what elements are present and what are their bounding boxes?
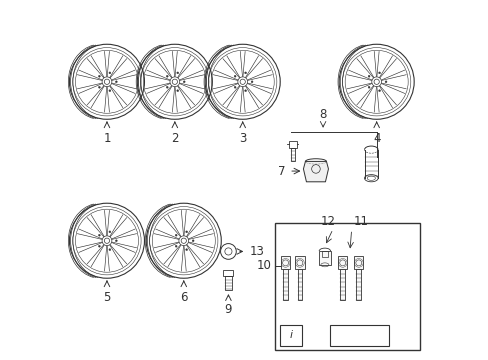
Text: 9: 9: [224, 302, 232, 315]
Bar: [280, 325, 301, 346]
Circle shape: [177, 72, 178, 74]
Text: 1: 1: [103, 132, 110, 145]
Circle shape: [115, 240, 117, 242]
Circle shape: [177, 90, 178, 91]
Bar: [290, 148, 294, 161]
Bar: [274, 223, 419, 350]
Circle shape: [367, 75, 369, 77]
Circle shape: [109, 249, 111, 251]
Circle shape: [234, 86, 236, 88]
Circle shape: [385, 81, 386, 83]
Text: 2: 2: [171, 132, 178, 145]
Circle shape: [175, 234, 177, 236]
Circle shape: [98, 245, 100, 247]
Bar: [225, 276, 231, 290]
Circle shape: [244, 72, 246, 74]
Circle shape: [115, 81, 117, 83]
Circle shape: [166, 75, 168, 77]
Bar: [297, 269, 302, 300]
Text: 5: 5: [103, 291, 110, 304]
Circle shape: [234, 75, 236, 77]
Circle shape: [192, 240, 194, 242]
Circle shape: [175, 245, 177, 247]
Text: 3: 3: [239, 132, 246, 145]
Circle shape: [109, 72, 111, 74]
Text: 7: 7: [278, 165, 285, 177]
Circle shape: [251, 81, 252, 83]
Bar: [295, 256, 304, 269]
Text: 8: 8: [319, 108, 326, 121]
Circle shape: [109, 231, 111, 233]
Bar: [223, 270, 233, 276]
Circle shape: [244, 90, 246, 91]
Circle shape: [98, 75, 100, 77]
Bar: [281, 256, 290, 269]
Bar: [329, 325, 388, 346]
Circle shape: [378, 90, 380, 91]
Text: 10: 10: [256, 259, 271, 272]
Bar: [319, 251, 330, 265]
Circle shape: [98, 234, 100, 236]
Text: 12: 12: [320, 215, 335, 228]
Bar: [283, 269, 287, 300]
Circle shape: [109, 90, 111, 91]
Text: 13: 13: [249, 245, 264, 258]
Bar: [340, 269, 345, 300]
Circle shape: [378, 72, 380, 74]
Bar: [321, 251, 327, 257]
Circle shape: [166, 86, 168, 88]
Polygon shape: [303, 161, 328, 182]
Text: 6: 6: [180, 291, 187, 304]
Bar: [353, 256, 363, 269]
Bar: [288, 141, 296, 148]
Bar: [337, 256, 346, 269]
Bar: [356, 269, 361, 300]
Circle shape: [185, 249, 187, 251]
Circle shape: [183, 81, 185, 83]
Circle shape: [367, 86, 369, 88]
Circle shape: [98, 86, 100, 88]
Text: 11: 11: [353, 215, 367, 228]
Text: i: i: [289, 330, 292, 341]
Circle shape: [185, 231, 187, 233]
Text: 4: 4: [372, 132, 380, 145]
